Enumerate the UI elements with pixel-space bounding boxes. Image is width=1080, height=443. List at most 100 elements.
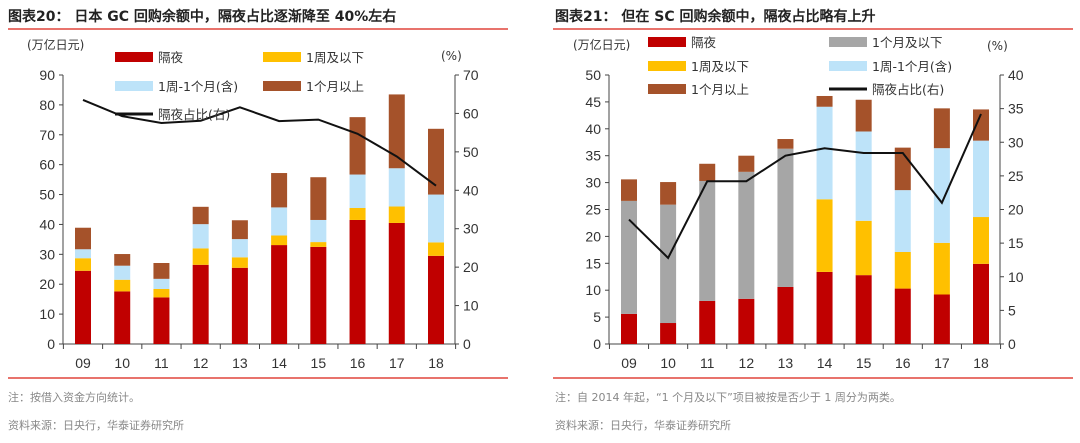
bar-segment [271,235,288,246]
x-tick-label: 12 [739,355,755,371]
chart-sc-repo: 图表21： 但在 SC 回购余额中，隔夜占比略有上升 (万亿日元) (%) 注：… [553,8,1073,432]
y2-tick-label: 10 [1008,269,1024,285]
bar-segment [973,263,989,344]
bar-segment [855,220,872,276]
legend-swatch [115,81,153,91]
bar-segment [388,222,405,344]
y-tick-label: 0 [47,336,55,352]
y2-tick-label: 70 [463,67,479,83]
bar-segment [153,297,170,344]
y-tick-label: 20 [39,276,55,292]
bar-segment [699,163,716,181]
x-tick-label: 10 [114,355,130,371]
bar-segment [349,208,366,220]
x-tick-label: 16 [350,355,366,371]
bar-segment [153,278,170,290]
bar-segment [75,227,91,250]
legend-swatch [648,61,686,71]
bar-segment [855,131,872,221]
y2-tick-label: 30 [463,221,479,237]
x-tick-label: 11 [154,355,169,371]
y2-tick-label: 10 [463,298,479,314]
chart-source: 资料来源：日央行，华泰证券研究所 [555,418,731,432]
y2-tick-label: 60 [463,105,479,121]
bar-segment [310,219,327,243]
legend-swatch [263,52,301,62]
legend-label: 1周-1个月(含) [158,79,238,94]
x-tick-label: 15 [311,355,327,371]
chart-title: 图表21： 但在 SC 回购余额中，隔夜占比略有上升 [555,8,875,25]
bar-segment [349,117,366,175]
y-tick-label: 35 [585,148,601,164]
bar-segment [75,249,91,259]
x-tick-label: 18 [428,355,444,371]
bar-segment [738,155,755,172]
bar-segment [310,242,327,247]
bar-segment [933,148,950,243]
bar-segment [271,207,288,236]
chart-source: 资料来源：日央行，华泰证券研究所 [8,418,184,432]
legend-label: 隔夜占比(右) [872,82,944,97]
legend-swatch [115,52,153,62]
bar-segment [660,204,677,324]
bar-segment [271,173,288,208]
bar-segment [816,271,833,344]
bar-segment [973,217,989,264]
bar-segment [699,180,716,301]
bar-segment [738,298,755,344]
x-tick-label: 13 [232,355,248,371]
y2-tick-label: 30 [1008,134,1024,150]
bar-segment [231,239,248,258]
bar-segment [75,270,91,344]
y-tick-label: 45 [585,94,601,110]
legend-swatch [829,61,867,71]
bar-segment [231,267,248,344]
legend-label: 1个月及以下 [872,35,942,50]
bar-segment [114,291,131,344]
y-tick-label: 50 [585,67,601,83]
x-tick-label: 17 [934,355,950,371]
bar-segment [816,106,833,200]
legend-label: 隔夜 [691,35,717,50]
bar-segment [192,264,209,344]
bar-segment [699,300,716,344]
bar-segment [428,128,444,195]
y-tick-label: 10 [585,282,601,298]
bar-segment [855,99,872,132]
bar-segment [428,194,444,243]
y2-tick-label: 40 [463,182,479,198]
y-axis-label: (万亿日元) [573,37,630,52]
x-tick-label: 14 [271,355,287,371]
bar-segment [349,219,366,344]
bar-segment [660,323,677,344]
y-tick-label: 15 [585,255,601,271]
y2-tick-label: 40 [1008,67,1024,83]
x-tick-label: 15 [856,355,872,371]
y2-tick-label: 5 [1008,302,1016,318]
y-tick-label: 50 [39,187,55,203]
bar-segment [349,174,366,209]
bar-segment [855,275,872,344]
bar-segment [153,289,170,298]
bar-segment [388,94,405,169]
x-tick-label: 13 [778,355,794,371]
bar-segment [231,220,248,240]
bar-segment [428,242,444,256]
y-tick-label: 40 [585,121,601,137]
bar-segment [114,279,131,292]
y2-tick-label: 15 [1008,235,1024,251]
bar-segment [388,206,405,223]
bar-segment [388,168,405,207]
x-tick-label: 09 [621,355,637,371]
y-tick-label: 90 [39,67,55,83]
legend-label: 1周及以下 [691,59,749,74]
y-tick-label: 30 [585,175,601,191]
chart-note: 注：按借入资金方向统计。 [8,390,140,404]
bar-segment [660,182,677,205]
legend-label: 隔夜 [158,50,184,65]
legend-swatch [263,81,301,91]
y-tick-label: 40 [39,216,55,232]
chart-note: 注：自 2014 年起，“1 个月及以下”项目被按是否少于 1 周分为两类。 [555,390,901,404]
chart-gc-repo: 图表20： 日本 GC 回购余额中，隔夜占比逐渐降至 40%左右 (万亿日元) … [8,8,508,432]
